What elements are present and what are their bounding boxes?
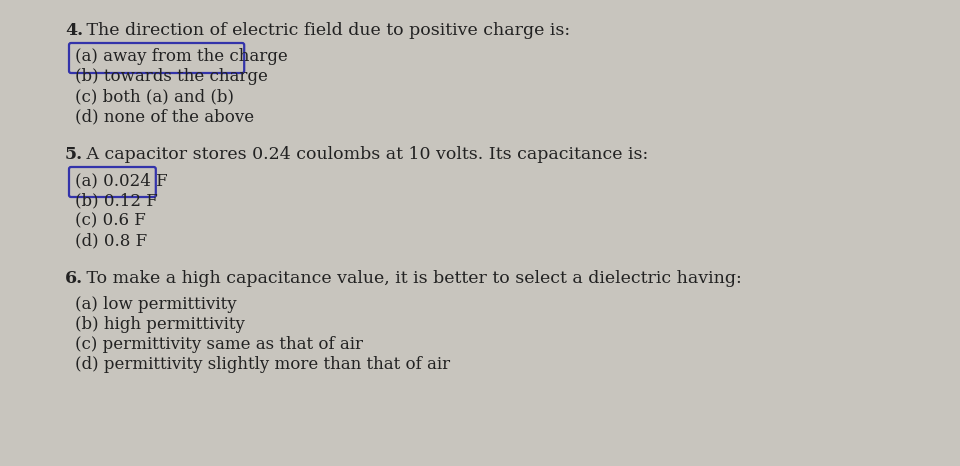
Text: (d) 0.8 F: (d) 0.8 F [75, 232, 147, 249]
Text: (c) 0.6 F: (c) 0.6 F [75, 212, 146, 229]
Text: (c) permittivity same as that of air: (c) permittivity same as that of air [75, 336, 363, 353]
Text: (d) permittivity slightly more than that of air: (d) permittivity slightly more than that… [75, 356, 450, 373]
Text: The direction of electric field due to positive charge is:: The direction of electric field due to p… [81, 22, 569, 39]
Text: (d) none of the above: (d) none of the above [75, 108, 254, 125]
Text: 4.: 4. [65, 22, 84, 39]
Text: A capacitor stores 0.24 coulombs at 10 volts. Its capacitance is:: A capacitor stores 0.24 coulombs at 10 v… [81, 146, 648, 163]
Text: 6.: 6. [65, 270, 84, 287]
Text: (b) 0.12 F: (b) 0.12 F [75, 192, 157, 209]
Text: (a) 0.024 F: (a) 0.024 F [75, 172, 168, 189]
Text: (c) both (a) and (b): (c) both (a) and (b) [75, 88, 234, 105]
Text: To make a high capacitance value, it is better to select a dielectric having:: To make a high capacitance value, it is … [81, 270, 741, 287]
Text: (a) low permittivity: (a) low permittivity [75, 296, 236, 313]
Text: (b) towards the charge: (b) towards the charge [75, 68, 268, 85]
Text: (a) away from the charge: (a) away from the charge [75, 48, 288, 65]
Text: (b) high permittivity: (b) high permittivity [75, 316, 245, 333]
Text: 5.: 5. [65, 146, 84, 163]
